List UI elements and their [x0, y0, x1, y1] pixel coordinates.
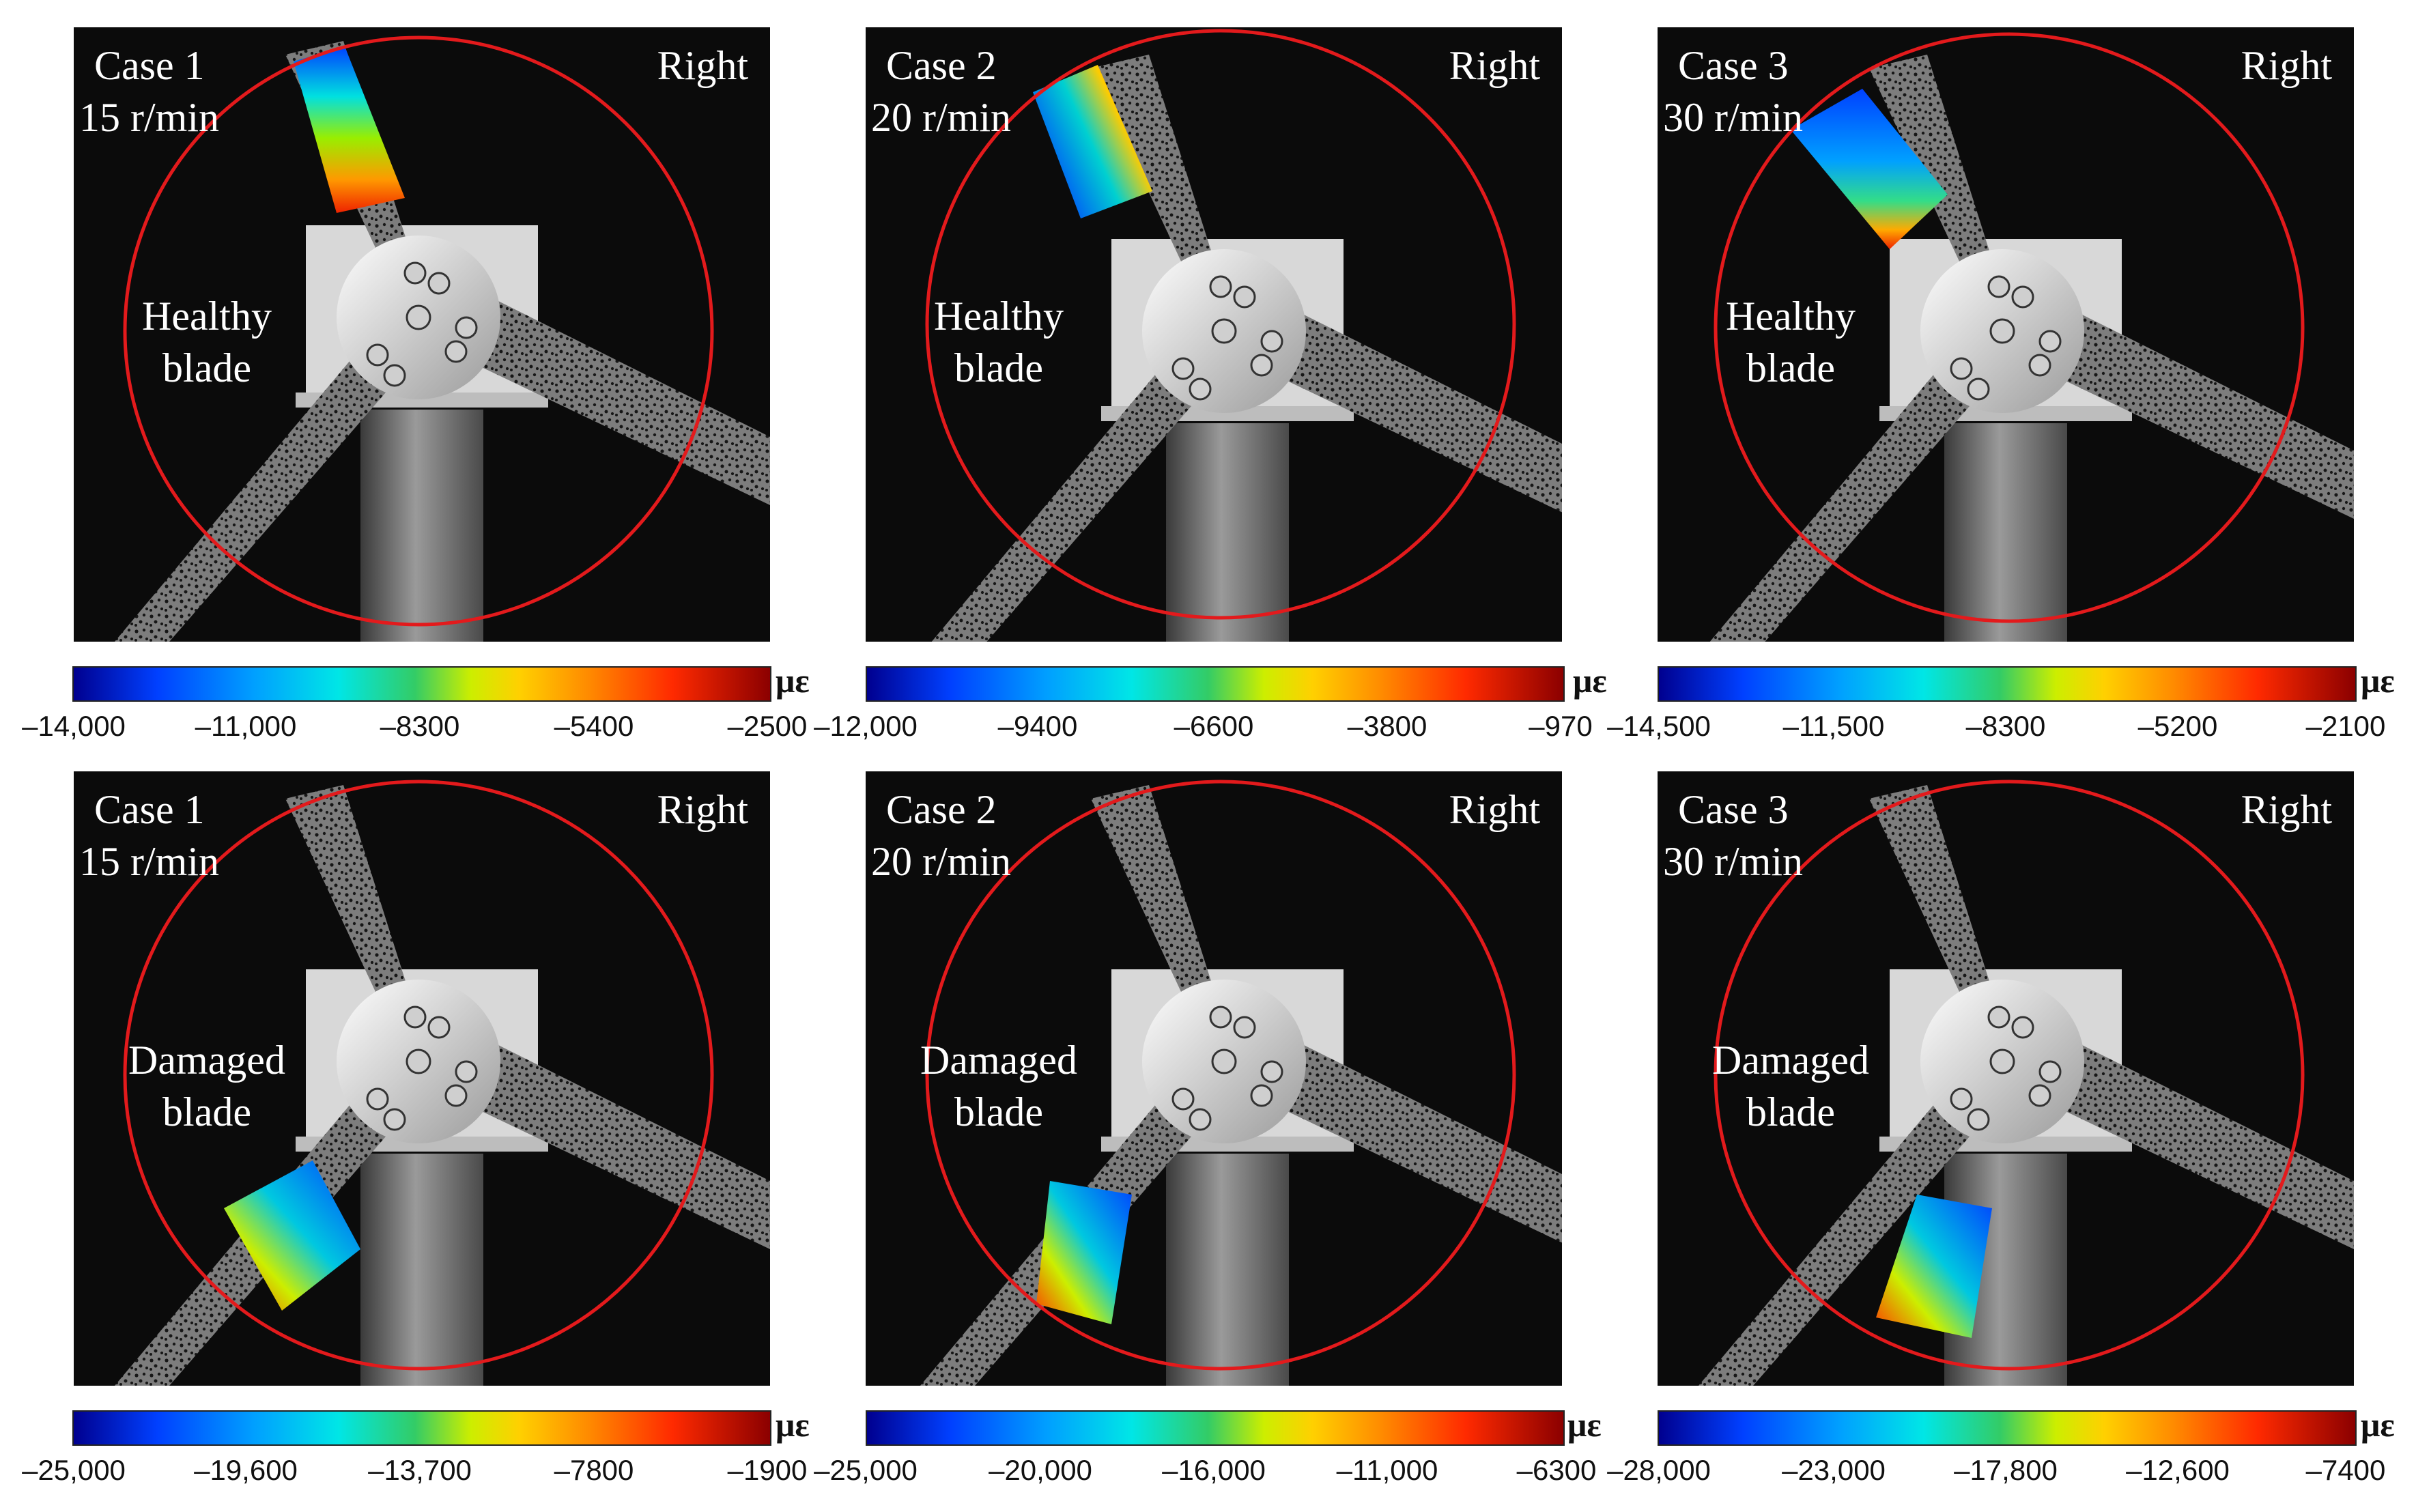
- colorbar: [866, 1410, 1565, 1446]
- turbine-photo: [113, 780, 770, 1386]
- colorbar-tick: –12,600: [2126, 1454, 2230, 1486]
- blade-label: Damaged blade: [920, 1038, 1077, 1135]
- colorbar-tick: –14,000: [22, 710, 126, 742]
- colorbar-tick: –7400: [2305, 1454, 2386, 1486]
- blade-label: Damaged blade: [1712, 1038, 1869, 1135]
- colorbar: [72, 1410, 771, 1446]
- colorbar-tick: –25,000: [22, 1454, 126, 1486]
- strain-field-overlay: [1791, 89, 1948, 249]
- colorbar-tick: –20,000: [989, 1454, 1092, 1486]
- colorbar-tick: –19,600: [194, 1454, 298, 1486]
- case-label: Case 1: [94, 787, 205, 832]
- panel-case3-damaged: Case 3 30 r/min Right Damaged blade: [1658, 771, 2354, 1386]
- panel-case2-healthy: Case 2 20 r/min Right Healthy blade: [866, 27, 1562, 642]
- colorbar-tick: –970: [1529, 710, 1593, 742]
- colorbar-tick: –25,000: [814, 1454, 918, 1486]
- colorbar-unit: με: [776, 1406, 810, 1444]
- speed-label: 15 r/min: [79, 95, 219, 140]
- case-label: Case 3: [1678, 787, 1789, 832]
- speed-label: 30 r/min: [1663, 839, 1803, 884]
- strain-field-overlay: [1876, 1195, 1992, 1338]
- colorbar-tick: –12,000: [814, 710, 918, 742]
- colorbar-tick: –1900: [727, 1454, 808, 1486]
- colorbar-tick: –3800: [1347, 710, 1427, 742]
- colorbar-tick: –17,800: [1954, 1454, 2058, 1486]
- turbine-photo: [113, 35, 770, 642]
- colorbar-tick: –16,000: [1162, 1454, 1266, 1486]
- rotation-circle: [123, 780, 714, 1371]
- case-label: Case 1: [94, 43, 205, 88]
- turbine-photo: [1697, 32, 2354, 642]
- colorbar-unit: με: [776, 661, 810, 700]
- colorbar-tick: –6600: [1174, 710, 1254, 742]
- rotation-circle: [1714, 32, 2305, 623]
- strain-field-overlay: [224, 1160, 360, 1311]
- colorbar: [72, 666, 771, 702]
- blade-label: Healthy blade: [1726, 294, 1856, 390]
- side-label: Right: [1449, 787, 1540, 832]
- strain-field-overlay: [294, 46, 405, 213]
- colorbar-tick: –13,700: [368, 1454, 472, 1486]
- colorbar: [1658, 1410, 2357, 1446]
- colorbar-unit: με: [2361, 1406, 2395, 1444]
- rotation-circle: [925, 780, 1516, 1371]
- rotation-circle: [1714, 780, 2305, 1371]
- case-label: Case 2: [886, 787, 997, 832]
- colorbar: [1658, 666, 2357, 702]
- colorbar-tick: –8300: [1965, 710, 2046, 742]
- colorbar-tick: –6300: [1516, 1454, 1597, 1486]
- blade-label: Damaged blade: [128, 1038, 285, 1135]
- blade-label: Healthy blade: [142, 294, 272, 390]
- case-label: Case 2: [886, 43, 997, 88]
- side-label: Right: [1449, 43, 1540, 88]
- colorbar-tick: –2500: [727, 710, 808, 742]
- strain-field-overlay: [1036, 1181, 1132, 1324]
- turbine-photo: [1697, 780, 2354, 1386]
- side-label: Right: [2241, 787, 2332, 832]
- colorbar-tick: –11,500: [1782, 710, 1885, 742]
- panel-case2-damaged: Case 2 20 r/min Right Damaged blade: [866, 771, 1562, 1386]
- speed-label: 20 r/min: [871, 95, 1011, 140]
- panel-case1-healthy: Case 1 15 r/min Right Healthy blade: [74, 27, 770, 642]
- turbine-photo: [919, 29, 1562, 642]
- speed-label: 30 r/min: [1663, 95, 1803, 140]
- colorbar-tick: –14,500: [1607, 710, 1711, 742]
- colorbar-tick: –28,000: [1607, 1454, 1711, 1486]
- panel-case3-healthy: Case 3 30 r/min Right Healthy blade: [1658, 27, 2354, 642]
- colorbar-tick: –11,000: [1336, 1454, 1438, 1486]
- colorbar-tick: –5400: [554, 710, 634, 742]
- side-label: Right: [657, 787, 748, 832]
- blade-label: Healthy blade: [934, 294, 1064, 390]
- speed-label: 20 r/min: [871, 839, 1011, 884]
- colorbar-tick: –5200: [2137, 710, 2218, 742]
- colorbar-tick: –9400: [997, 710, 1078, 742]
- colorbar-tick: –11,000: [195, 710, 297, 742]
- colorbar-tick: –2100: [2305, 710, 2386, 742]
- colorbar-tick: –7800: [554, 1454, 634, 1486]
- colorbar: [866, 666, 1565, 702]
- colorbar-unit: με: [1573, 661, 1607, 700]
- rotation-circle: [123, 35, 714, 627]
- case-label: Case 3: [1678, 43, 1789, 88]
- speed-label: 15 r/min: [79, 839, 219, 884]
- rotation-circle: [925, 29, 1516, 620]
- colorbar-tick: –23,000: [1782, 1454, 1886, 1486]
- panel-case1-damaged: Case 1 15 r/min Right Damaged blade: [74, 771, 770, 1386]
- side-label: Right: [657, 43, 748, 88]
- colorbar-unit: με: [1567, 1406, 1602, 1444]
- colorbar-tick: –8300: [380, 710, 460, 742]
- side-label: Right: [2241, 43, 2332, 88]
- strain-field-overlay: [1033, 65, 1152, 218]
- turbine-photo: [919, 780, 1562, 1386]
- colorbar-unit: με: [2361, 661, 2395, 700]
